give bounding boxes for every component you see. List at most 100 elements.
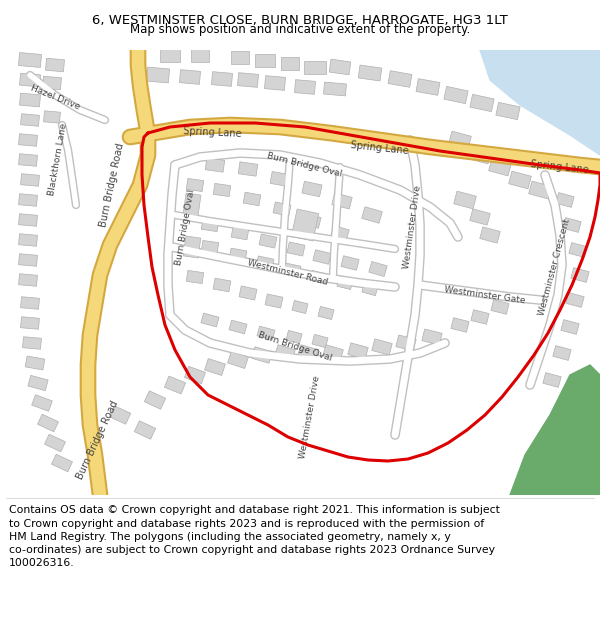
Bar xyxy=(20,174,40,186)
Bar xyxy=(396,335,416,351)
Bar xyxy=(32,395,52,411)
Text: 6, WESTMINSTER CLOSE, BURN BRIDGE, HARROGATE, HG3 1LT: 6, WESTMINSTER CLOSE, BURN BRIDGE, HARRO… xyxy=(92,14,508,27)
Bar xyxy=(25,356,45,370)
Bar xyxy=(273,202,291,216)
Bar xyxy=(205,359,226,376)
Bar xyxy=(179,69,200,84)
Bar xyxy=(543,372,561,388)
Bar xyxy=(295,79,316,94)
Bar xyxy=(563,217,581,232)
Bar xyxy=(571,268,589,282)
Bar xyxy=(553,346,571,361)
Bar xyxy=(348,343,368,359)
Bar xyxy=(496,102,520,119)
Bar xyxy=(229,248,247,262)
Bar xyxy=(480,227,500,243)
Bar xyxy=(332,193,352,209)
Bar xyxy=(451,318,469,332)
Text: Spring Lane: Spring Lane xyxy=(182,126,241,139)
Bar xyxy=(561,319,579,334)
Bar xyxy=(238,72,259,88)
Bar xyxy=(19,234,37,246)
Bar xyxy=(470,209,490,225)
Bar xyxy=(20,73,40,87)
Bar xyxy=(372,339,392,355)
Bar xyxy=(556,192,574,208)
Bar xyxy=(341,256,359,270)
Bar xyxy=(145,391,166,409)
Bar xyxy=(529,181,551,199)
Bar xyxy=(312,334,328,348)
Bar xyxy=(184,366,206,384)
Text: Contains OS data © Crown copyright and database right 2021. This information is : Contains OS data © Crown copyright and d… xyxy=(9,506,500,568)
Bar xyxy=(259,234,277,248)
Polygon shape xyxy=(510,365,600,495)
Bar xyxy=(388,71,412,88)
Bar xyxy=(323,345,343,361)
Bar xyxy=(304,61,326,74)
Bar xyxy=(239,286,257,300)
Bar xyxy=(19,194,37,206)
Bar xyxy=(238,162,258,176)
Bar xyxy=(213,278,231,292)
Bar xyxy=(164,376,185,394)
Bar xyxy=(337,276,353,289)
Bar xyxy=(491,300,509,314)
Text: Westminster Gate: Westminster Gate xyxy=(444,285,526,305)
Bar xyxy=(329,59,351,75)
Bar xyxy=(369,261,387,276)
Bar xyxy=(227,351,248,369)
Bar xyxy=(243,192,261,206)
Bar xyxy=(362,207,382,223)
Bar xyxy=(256,256,274,270)
Bar xyxy=(231,51,249,64)
Bar xyxy=(229,320,247,334)
Bar xyxy=(275,345,295,361)
Bar xyxy=(20,297,40,309)
Bar xyxy=(19,214,37,226)
Bar xyxy=(160,48,180,62)
Bar xyxy=(569,242,587,258)
Bar xyxy=(331,226,349,241)
Bar xyxy=(270,171,290,186)
Bar xyxy=(286,331,302,344)
Bar xyxy=(449,131,472,149)
Bar xyxy=(509,171,532,189)
Bar xyxy=(202,219,218,231)
Text: Blackthorn Lane: Blackthorn Lane xyxy=(47,122,69,196)
Bar xyxy=(19,52,41,68)
Bar xyxy=(566,292,584,308)
Bar xyxy=(202,241,218,254)
Bar xyxy=(302,181,322,197)
Bar xyxy=(23,337,41,349)
Text: Spring Lane: Spring Lane xyxy=(350,140,410,156)
Bar xyxy=(20,93,40,107)
Bar xyxy=(251,347,272,363)
Text: Westminster Crescent: Westminster Crescent xyxy=(538,217,572,316)
Bar xyxy=(52,454,73,472)
Bar xyxy=(231,226,249,240)
Bar xyxy=(20,114,40,126)
Bar xyxy=(298,345,319,361)
Bar xyxy=(214,184,230,196)
Text: Westminster Drive: Westminster Drive xyxy=(298,375,322,459)
Text: Westminster Drive: Westminster Drive xyxy=(401,185,422,269)
Bar xyxy=(257,326,275,340)
Text: Hazel Drive: Hazel Drive xyxy=(29,83,81,111)
Bar xyxy=(20,317,40,329)
Bar xyxy=(422,329,442,345)
Bar xyxy=(310,271,326,284)
Bar xyxy=(191,49,209,61)
Text: Burn Bridge Oval: Burn Bridge Oval xyxy=(174,188,196,266)
Bar xyxy=(211,72,233,86)
Bar xyxy=(44,111,61,123)
Bar xyxy=(292,209,319,241)
Bar xyxy=(488,158,511,176)
Polygon shape xyxy=(480,50,600,155)
Bar xyxy=(38,414,58,432)
Bar xyxy=(454,191,476,209)
Bar xyxy=(265,76,286,91)
Bar xyxy=(205,158,225,172)
Bar xyxy=(19,254,37,266)
Bar xyxy=(201,313,219,327)
